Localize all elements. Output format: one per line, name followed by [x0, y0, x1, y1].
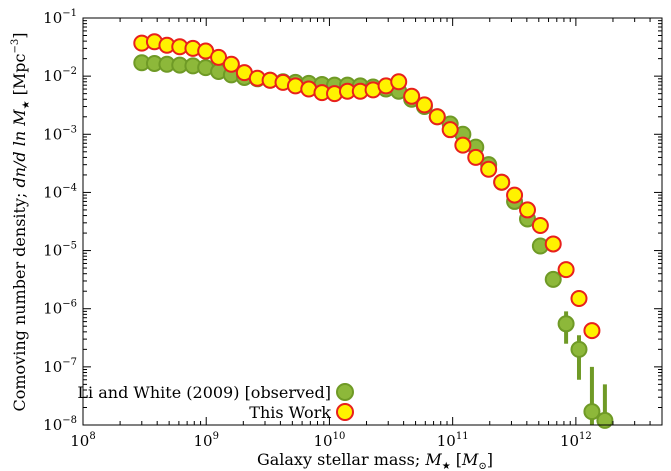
x-tick-label-4: 1012 [560, 431, 592, 450]
plot-frame [82, 17, 663, 426]
point-s0-35 [583, 403, 601, 421]
x-tick-label-3: 1011 [437, 431, 469, 450]
x-tick-label-2: 1010 [314, 431, 346, 450]
point-s1-6 [210, 48, 228, 66]
point-s1-24 [441, 121, 459, 139]
legend-label-li-white: Li and White (2009) [observed] [77, 383, 331, 402]
point-s1-34 [570, 289, 588, 307]
x-tick-label-0: 108 [70, 431, 95, 450]
point-s1-21 [403, 87, 421, 105]
point-s0-32 [544, 270, 562, 288]
tick-labels: 108 109 1010 1011 1012 10−8 10−7 10−6 10−5 10−4 10… [43, 8, 592, 450]
point-s1-33 [557, 261, 575, 279]
point-s1-32 [544, 235, 562, 253]
legend-label-this-work: This Work [249, 403, 331, 422]
x-tick-label-1: 109 [193, 431, 218, 450]
y-tick-label-0: 10−8 [43, 415, 77, 434]
y-tick-label-1: 10−7 [43, 357, 77, 376]
legend-marker-li-white [336, 383, 354, 401]
legend-marker-this-work [336, 403, 354, 421]
y-tick-label-3: 10−5 [43, 241, 77, 260]
y-axis-label: Comoving number density; dn/d ln M★ [Mpc… [10, 32, 32, 411]
point-s1-7 [222, 55, 240, 73]
point-s1-25 [454, 136, 472, 154]
y-tick-label-5: 10−3 [43, 124, 77, 143]
point-s1-27 [480, 160, 498, 178]
point-s1-30 [519, 201, 537, 219]
data-marks [133, 33, 614, 429]
point-s0-34 [570, 340, 588, 358]
point-s0-36 [596, 411, 614, 429]
y-tick-label-6: 10−2 [43, 66, 77, 85]
point-s1-35 [583, 322, 601, 340]
y-tick-label-2: 10−6 [43, 299, 77, 318]
point-s1-23 [428, 108, 446, 126]
axes [82, 17, 663, 426]
point-s1-20 [390, 73, 408, 91]
y-tick-label-4: 10−4 [43, 182, 77, 201]
point-s1-22 [415, 96, 433, 114]
point-s1-28 [493, 173, 511, 191]
point-s1-26 [467, 148, 485, 166]
legend: Li and White (2009) [observed] This Work [77, 383, 354, 422]
point-s0-33 [557, 315, 575, 333]
y-tick-label-7: 10−1 [43, 8, 77, 27]
point-s1-31 [531, 216, 549, 234]
point-s1-29 [506, 186, 524, 204]
x-axis-label: Galaxy stellar mass; M★ [M⊙] [257, 450, 493, 471]
